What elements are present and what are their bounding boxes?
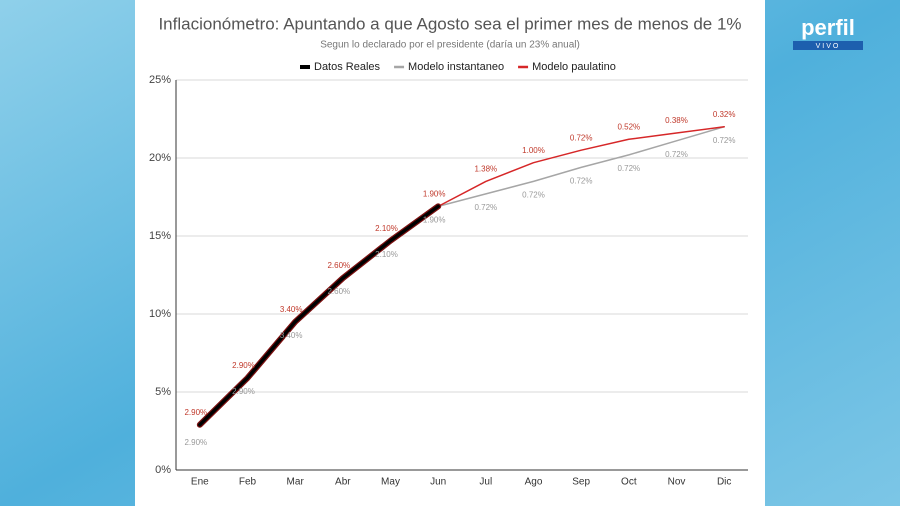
point-label: 1.00%: [522, 146, 545, 155]
point-label: 3.40%: [280, 305, 303, 314]
point-label: 2.60%: [327, 287, 350, 296]
chart-title: Inflacionómetro: Apuntando a que Agosto …: [158, 14, 741, 33]
point-label: 1.90%: [423, 215, 446, 224]
y-tick-label: 15%: [149, 230, 171, 242]
legend-label: Modelo paulatino: [532, 61, 616, 73]
point-label: 0.52%: [617, 122, 640, 131]
chart-panel: [135, 0, 765, 506]
point-label: 2.60%: [327, 261, 350, 270]
point-label: 0.72%: [522, 191, 545, 200]
x-tick-label: Dic: [717, 477, 731, 488]
logo-name: perfil: [801, 15, 855, 40]
point-label: 0.72%: [617, 164, 640, 173]
x-tick-label: Jun: [430, 477, 446, 488]
y-tick-label: 25%: [149, 74, 171, 86]
x-tick-label: Ene: [191, 477, 209, 488]
x-tick-label: Feb: [239, 477, 257, 488]
point-label: 0.72%: [474, 203, 497, 212]
y-tick-label: 20%: [149, 152, 171, 164]
point-label: 2.10%: [375, 250, 398, 259]
point-label: 2.90%: [184, 408, 207, 417]
x-tick-label: Jul: [479, 477, 492, 488]
logo-tag: VIVO: [816, 43, 841, 50]
point-label: 0.72%: [570, 133, 593, 142]
legend-label: Modelo instantaneo: [408, 61, 504, 73]
legend-label: Datos Reales: [314, 61, 381, 73]
y-tick-label: 5%: [155, 386, 171, 398]
y-tick-label: 0%: [155, 464, 171, 476]
point-label: 0.32%: [713, 110, 736, 119]
x-tick-label: May: [381, 477, 400, 488]
point-label: 0.72%: [665, 150, 688, 159]
series-line: [198, 204, 440, 427]
point-label: 2.90%: [184, 438, 207, 447]
point-label: 2.10%: [375, 224, 398, 233]
x-tick-label: Sep: [572, 477, 590, 488]
x-tick-label: Ago: [525, 477, 543, 488]
point-label: 1.90%: [423, 189, 446, 198]
logo: perfil VIVO: [793, 15, 863, 50]
chart-subtitle: Segun lo declarado por el presidente (da…: [320, 40, 580, 51]
point-label: 3.40%: [280, 331, 303, 340]
plot: 0% 5% 10% 15% 20% 25% Ene Feb Mar Abr May Jun Jul Ago…: [149, 61, 748, 488]
y-tick-label: 10%: [149, 308, 171, 320]
point-label: 2.90%: [232, 387, 255, 396]
point-label: 0.72%: [570, 176, 593, 185]
logo-bar: [793, 41, 863, 50]
x-tick-label: Abr: [335, 477, 351, 488]
x-tick-label: Oct: [621, 477, 637, 488]
point-label: 0.72%: [713, 136, 736, 145]
point-label: 2.90%: [232, 361, 255, 370]
point-label: 1.38%: [474, 165, 497, 174]
x-tick-label: Mar: [287, 477, 305, 488]
x-tick-label: Nov: [668, 477, 686, 488]
point-label: 0.38%: [665, 116, 688, 125]
